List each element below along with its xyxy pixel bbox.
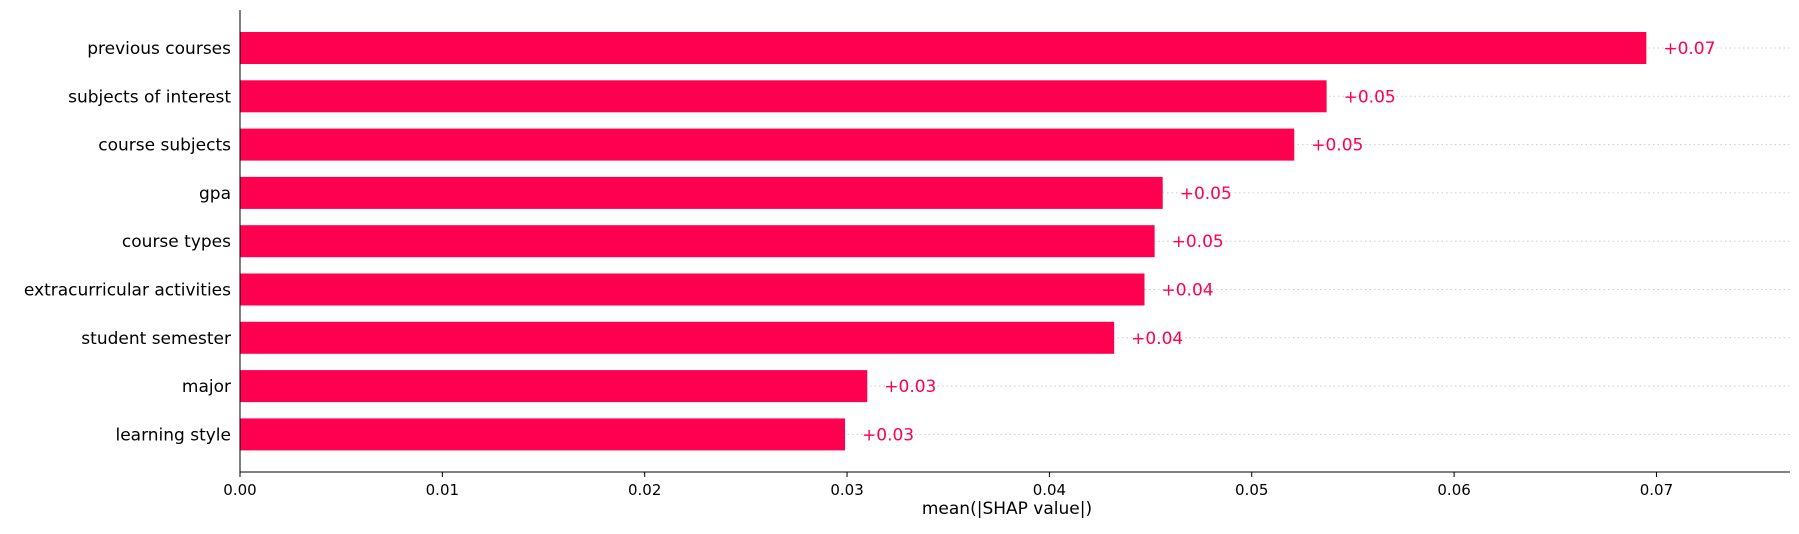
x-tick-label: 0.05 — [1235, 481, 1268, 499]
bar — [240, 80, 1327, 113]
x-tick-label: 0.02 — [628, 481, 661, 499]
value-labels-layer: +0.07 +0.05 +0.05 +0.05 +0.05 +0.04 +0.04 +0.03… — [862, 39, 1715, 445]
category-label: course types — [122, 232, 231, 252]
bar-value-label: +0.05 — [1172, 232, 1224, 252]
x-tick-label: 0.07 — [1640, 481, 1673, 499]
category-label: major — [182, 377, 231, 397]
category-label: extracurricular activities — [24, 281, 231, 301]
bar — [240, 176, 1163, 209]
bar — [240, 225, 1155, 258]
bar-value-label: +0.05 — [1344, 87, 1396, 107]
bar-value-label: +0.03 — [884, 377, 936, 397]
x-axis-title: mean(|SHAP value|) — [922, 499, 1092, 519]
category-label: student semester — [81, 329, 231, 349]
bar-value-label: +0.05 — [1180, 184, 1232, 204]
category-label: course subjects — [98, 136, 231, 156]
x-tick-label: 0.06 — [1437, 481, 1470, 499]
bar-value-label: +0.04 — [1131, 329, 1183, 349]
bar-value-label: +0.03 — [862, 425, 914, 445]
category-labels-layer: previous courses subjects of interest cour… — [24, 39, 231, 445]
bar — [240, 273, 1145, 306]
bar-value-label: +0.05 — [1311, 136, 1363, 156]
bars-layer — [240, 32, 1647, 451]
x-tick-label: 0.01 — [426, 481, 459, 499]
axes-layer: 0.00 0.01 0.02 0.03 0.04 0.05 0.06 0.07 — [223, 10, 1790, 499]
x-tick-label: 0.04 — [1033, 481, 1066, 499]
category-label: learning style — [115, 425, 231, 445]
bar — [240, 32, 1647, 64]
category-label: gpa — [199, 184, 231, 204]
bar-value-label: +0.04 — [1162, 281, 1214, 301]
category-label: previous courses — [87, 39, 231, 59]
x-tick-label: 0.00 — [223, 481, 256, 499]
bar-value-label: +0.07 — [1663, 39, 1715, 59]
category-label: subjects of interest — [68, 87, 231, 107]
bar — [240, 321, 1115, 354]
bar — [240, 418, 846, 451]
x-tick-label: 0.03 — [830, 481, 863, 499]
bar — [240, 370, 868, 403]
bar — [240, 128, 1295, 161]
